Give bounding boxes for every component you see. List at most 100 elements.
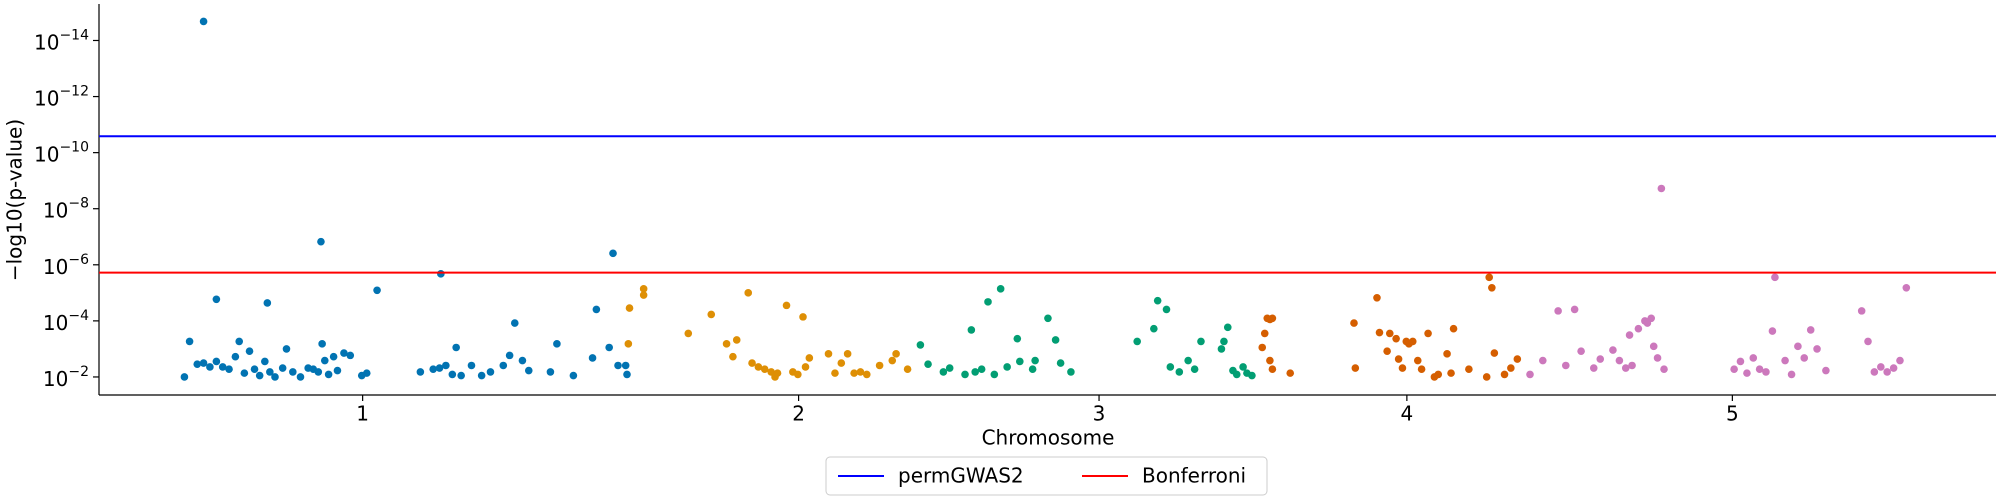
point (1896, 356, 1904, 365)
point (199, 359, 208, 367)
point (1877, 363, 1885, 371)
point (524, 366, 533, 375)
point (916, 341, 925, 349)
point (1787, 370, 1796, 379)
point (225, 365, 233, 374)
point (1857, 307, 1866, 315)
point (754, 363, 763, 371)
legend-box (825, 456, 1268, 496)
point (1434, 370, 1443, 379)
point (1449, 324, 1458, 333)
point (1248, 371, 1256, 380)
point (263, 299, 272, 307)
point (862, 370, 871, 379)
point (1190, 365, 1199, 374)
y-tick-label: 10−14 (34, 27, 89, 54)
point (639, 285, 648, 293)
x-tick-label: 3 (1093, 402, 1106, 426)
point (939, 368, 948, 376)
point (553, 340, 561, 348)
point (1870, 368, 1879, 376)
point (1268, 365, 1277, 374)
point (1736, 357, 1745, 366)
point (1813, 345, 1821, 353)
point (218, 363, 227, 371)
point (1443, 350, 1451, 358)
point (1762, 368, 1770, 376)
point (1554, 307, 1562, 315)
point (967, 326, 976, 334)
point (1889, 364, 1898, 372)
point (435, 364, 444, 372)
point (592, 305, 601, 314)
point (505, 351, 514, 360)
point (333, 366, 342, 375)
point (1413, 356, 1422, 365)
point (794, 370, 802, 379)
point (340, 349, 348, 357)
point (1232, 370, 1241, 379)
point (843, 350, 852, 358)
point (1625, 331, 1634, 339)
point (212, 295, 221, 304)
point (625, 304, 634, 312)
point (1166, 363, 1175, 371)
point (1507, 364, 1515, 372)
point (1615, 356, 1624, 365)
point (1351, 364, 1360, 372)
point (1424, 329, 1432, 338)
y-tick-label: 10−4 (43, 308, 89, 335)
point (499, 361, 508, 370)
point (1223, 323, 1232, 332)
point (1408, 337, 1417, 346)
point (346, 351, 355, 360)
point (1488, 283, 1496, 292)
point (903, 365, 912, 374)
point (1561, 361, 1570, 370)
point (1260, 329, 1269, 338)
y-axis-label: −log10(p-value) (3, 119, 27, 281)
point (984, 298, 992, 306)
point (1220, 337, 1228, 346)
legend-label: permGWAS2 (898, 464, 1024, 488)
point (1175, 368, 1184, 376)
point (1800, 354, 1809, 362)
point (314, 368, 323, 376)
point (977, 365, 986, 374)
point (416, 368, 425, 376)
point (1197, 337, 1205, 346)
point (296, 373, 305, 381)
point (467, 361, 476, 370)
point (452, 343, 460, 352)
point (892, 350, 900, 358)
point (744, 289, 753, 297)
legend-label: Bonferroni (1142, 464, 1246, 488)
y-tick-label: 10−12 (34, 84, 89, 111)
point (1864, 337, 1872, 346)
point (1526, 370, 1534, 379)
point (1647, 314, 1656, 323)
point (990, 370, 999, 379)
point (888, 356, 897, 365)
point (373, 286, 381, 295)
point (1031, 356, 1039, 365)
point (1375, 328, 1384, 337)
y-tick-label: 10−6 (43, 252, 89, 279)
point (185, 337, 194, 346)
point (1902, 283, 1911, 292)
point (1609, 346, 1617, 354)
point (1217, 345, 1226, 353)
point (1153, 296, 1162, 305)
point (1768, 327, 1777, 335)
point (1465, 365, 1473, 374)
point (856, 368, 865, 376)
x-axis-label: Chromosome (982, 426, 1115, 450)
x-tick-label: 2 (792, 402, 805, 426)
point (1485, 273, 1494, 282)
point (245, 347, 254, 355)
point (1350, 319, 1358, 327)
point (442, 361, 450, 370)
point (1373, 293, 1381, 302)
point (732, 336, 741, 344)
